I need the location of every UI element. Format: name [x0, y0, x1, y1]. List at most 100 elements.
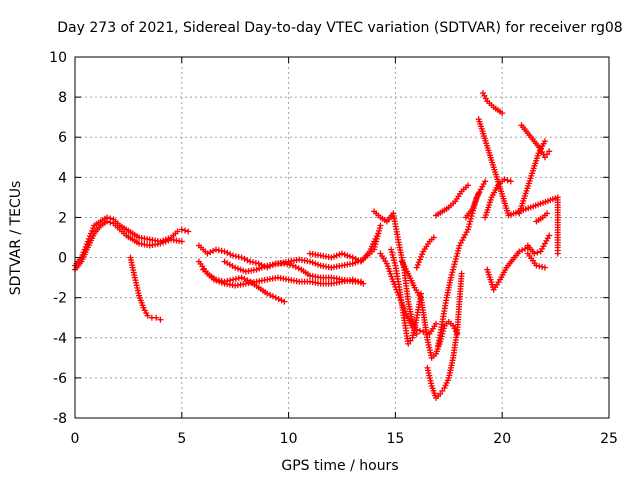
data-point [185, 228, 192, 235]
data-point-interp [416, 327, 423, 334]
x-tick-label: 0 [71, 431, 80, 447]
data-point-interp [237, 266, 244, 273]
data-point-interp [521, 245, 528, 252]
data-point [469, 206, 476, 213]
data-point-interp [333, 252, 340, 259]
data-point-interp [452, 255, 459, 262]
data-point [247, 258, 254, 265]
data-point-interp [312, 260, 319, 267]
data-point [157, 316, 164, 323]
data-point-interp [90, 225, 97, 232]
data-point [328, 254, 335, 261]
data-point-interp [241, 275, 248, 282]
data-point-interp [534, 249, 541, 256]
data-point [544, 210, 551, 217]
data-point [253, 266, 260, 273]
data-point [306, 258, 313, 265]
data-point [458, 270, 465, 277]
data-point-interp [391, 259, 398, 266]
data-points-layer [72, 90, 561, 401]
data-point [144, 312, 151, 319]
data-point [178, 238, 185, 245]
data-point [452, 258, 459, 265]
data-point-interp [347, 253, 354, 260]
x-tick-label: 25 [600, 431, 618, 447]
y-tick-label: 4 [58, 170, 67, 186]
data-point-interp [465, 223, 472, 230]
data-point [437, 390, 444, 397]
data-point-interp [240, 267, 247, 274]
data-point-interp [416, 256, 423, 263]
data-point [174, 228, 181, 235]
data-point [541, 138, 548, 145]
data-point [554, 250, 561, 257]
data-point-interp [470, 203, 477, 210]
data-point [375, 230, 382, 237]
data-point [339, 250, 345, 257]
data-point [465, 226, 472, 233]
data-point-interp [467, 215, 474, 222]
data-point [533, 262, 540, 269]
data-point-interp [544, 151, 551, 158]
data-point [255, 260, 262, 267]
data-point [541, 264, 548, 271]
data-point-interp [344, 252, 351, 259]
data-point-interp [213, 277, 220, 284]
data-point-interp [449, 269, 456, 276]
data-point [546, 232, 553, 239]
data-point-interp [227, 251, 234, 258]
data-point-interp [244, 257, 251, 264]
data-point [212, 246, 219, 253]
data-point [238, 254, 245, 261]
data-point-interp [472, 198, 479, 205]
data-point [482, 178, 489, 185]
data-point-interp [165, 237, 172, 244]
data-point-interp [278, 297, 285, 304]
data-point [210, 276, 217, 283]
x-tick-label: 10 [280, 431, 298, 447]
data-point [221, 248, 228, 255]
data-point [377, 222, 384, 229]
data-point-interp [439, 387, 446, 394]
y-tick-label: 10 [49, 50, 67, 66]
data-point-interp [216, 278, 223, 285]
plot-frame [74, 56, 610, 419]
data-point-interp [162, 238, 169, 245]
data-point-interp [454, 250, 461, 257]
data-point [501, 176, 508, 183]
data-point-interp [390, 254, 397, 261]
data-point-interp [182, 227, 189, 234]
data-point-interp [224, 249, 231, 256]
y-tick-label: -4 [53, 331, 67, 347]
data-point-interp [218, 279, 225, 286]
data-point-interp [207, 249, 214, 256]
data-point-interp [539, 263, 546, 270]
data-point-interp [414, 261, 421, 268]
data-point-interp [467, 218, 474, 225]
data-point-interp [355, 257, 362, 264]
data-point-interp [267, 291, 274, 298]
y-tick-label: 8 [58, 90, 67, 106]
y-axis-label: SDTVAR / TECUs [8, 181, 24, 296]
data-point-interp [448, 271, 455, 278]
data-point-interp [215, 247, 222, 254]
data-point-interp [292, 263, 299, 270]
data-point-interp [244, 277, 251, 284]
data-point-interp [352, 255, 359, 262]
data-point-interp [235, 275, 242, 282]
data-point-interp [504, 177, 511, 184]
data-point [157, 240, 164, 247]
data-point-interp [415, 259, 422, 266]
data-point [281, 298, 288, 305]
chart-title: Day 273 of 2021, Sidereal Day-to-day VTE… [57, 20, 622, 36]
data-point-interp [275, 296, 282, 303]
data-point-interp [258, 264, 265, 271]
data-point-interp [451, 261, 458, 268]
data-point [507, 178, 514, 185]
y-tick-label: -8 [53, 411, 67, 427]
data-point [360, 280, 367, 287]
data-point [153, 314, 160, 321]
data-point [430, 234, 437, 241]
data-point-interp [314, 261, 321, 268]
